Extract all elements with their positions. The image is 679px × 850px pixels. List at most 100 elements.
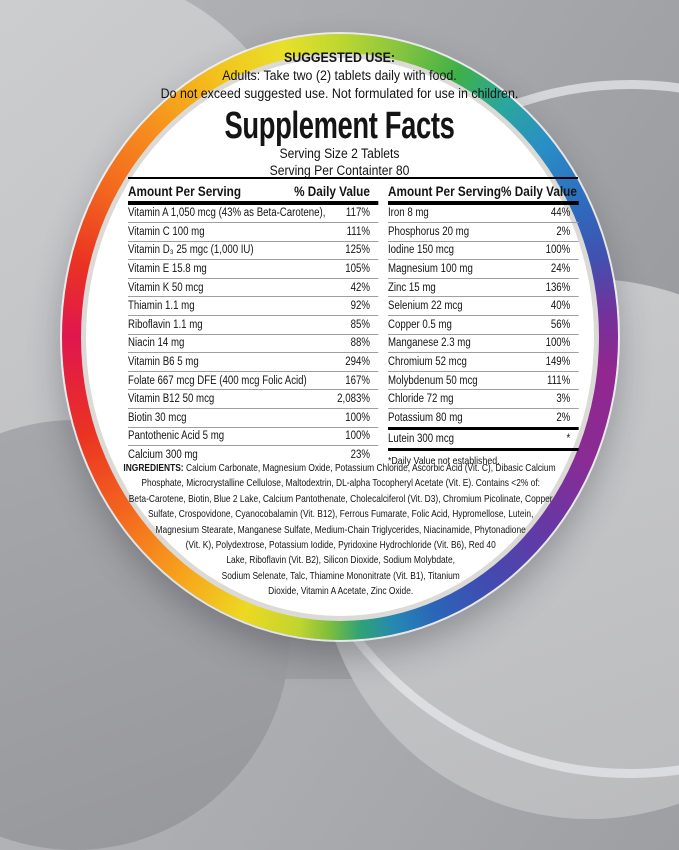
- nutrient-daily-value: 125%: [345, 244, 370, 257]
- nutrient-daily-value: 42%: [350, 281, 370, 294]
- table-row: Zinc 15 mg 136%: [388, 277, 579, 297]
- nutrient-daily-value: 2%: [556, 225, 571, 238]
- nutrient-daily-value: 294%: [345, 356, 370, 369]
- ingredients-text: (Vit. K), Polydextrose, Potassium Iodide…: [185, 539, 496, 552]
- supplement-table-left: Amount Per Serving % Daily Value Vitamin…: [128, 180, 379, 464]
- suggested-use-heading: SUGGESTED USE:: [283, 50, 396, 65]
- table-row: Vitamin K 50 mcg 42%: [128, 277, 379, 297]
- table-header-right: Amount Per Serving % Daily Value: [388, 180, 579, 201]
- table-row: Vitamin D₃ 25 mgc (1,000 IU) 125%: [128, 240, 379, 260]
- nutrient-name: Folate 667 mcg DFE (400 mcg Folic Acid): [128, 374, 307, 387]
- header-rule: [388, 201, 579, 205]
- amount-per-serving-header: Amount Per Serving: [388, 182, 502, 199]
- nutrient-name: Vitamin K 50 mcg: [128, 281, 204, 294]
- daily-value-header: % Daily Value: [294, 182, 370, 199]
- nutrient-daily-value: 111%: [346, 225, 370, 238]
- ingredients-line: Magnesium Stearate, Manganese Sulfate, M…: [68, 523, 611, 538]
- amount-per-serving-header: Amount Per Serving: [128, 182, 242, 199]
- nutrient-name: Iodine 150 mcg: [388, 244, 455, 257]
- ingredients-text: Magnesium Stearate, Manganese Sulfate, M…: [155, 523, 526, 536]
- nutrient-name: Magnesium 100 mg: [388, 263, 473, 276]
- table-row: Chloride 72 mg 3%: [388, 389, 579, 408]
- label-disc: [86, 58, 594, 616]
- ingredients-line: Sodium Selenate, Talc, Thiamine Mononitr…: [68, 569, 611, 584]
- nutrient-daily-value: 40%: [550, 300, 571, 313]
- nutrient-name: Niacin 14 mg: [128, 337, 185, 350]
- table-row: Pantothenic Acid 5 mg 100%: [128, 426, 379, 446]
- nutrient-name: Vitamin E 15.8 mg: [128, 263, 207, 276]
- rainbow-ring: [62, 34, 618, 640]
- table-row: Magnesium 100 mg 24%: [388, 259, 579, 278]
- nutrient-name: Thiamin 1.1 mg: [128, 300, 195, 313]
- nutrient-name: Molybdenum 50 mcg: [388, 374, 478, 387]
- nutrient-daily-value: 100%: [545, 337, 571, 350]
- table-row: Selenium 22 mcg 40%: [388, 296, 579, 315]
- nutrient-daily-value: 56%: [550, 318, 571, 331]
- ingredients-text: Beta-Carotene, Biotin, Blue 2 Lake, Calc…: [128, 492, 553, 505]
- nutrient-daily-value: 44%: [550, 207, 571, 220]
- nutrient-name: Chromium 52 mcg: [388, 356, 467, 369]
- lutein-bottom-rule: [388, 447, 579, 452]
- table-row: Copper 0.5 mg 56%: [388, 315, 579, 334]
- table-row: Molybdenum 50 mcg 111%: [388, 370, 579, 390]
- suggested-use-line1: Adults: Take two (2) tablets daily with …: [222, 68, 457, 83]
- suggested-use-line2: Do not exceed suggested use. Not formula…: [160, 86, 519, 101]
- nutrient-name: Zinc 15 mg: [388, 281, 436, 294]
- nutrient-daily-value: 23%: [350, 449, 370, 462]
- nutrient-daily-value: 100%: [545, 244, 571, 257]
- nutrient-daily-value: 117%: [345, 207, 370, 220]
- nutrient-name: Selenium 22 mcg: [388, 300, 463, 313]
- table-row: Potassium 80 mg 2%: [388, 408, 579, 427]
- ring-inner-rim: [81, 53, 599, 621]
- nutrient-daily-value: 2%: [556, 411, 571, 424]
- nutrient-name: Pantothenic Acid 5 mg: [128, 430, 225, 443]
- ingredients-text: Dioxide, Vitamin A Acetate, Zinc Oxide.: [268, 585, 414, 598]
- nutrient-daily-value: 105%: [345, 263, 370, 276]
- nutrient-name: Vitamin A 1,050 mcg (43% as Beta-Caroten…: [128, 207, 326, 220]
- nutrient-name: Iron 8 mg: [388, 207, 429, 220]
- nutrient-daily-value: 24%: [550, 263, 571, 276]
- table-row: Manganese 2.3 mg 100%: [388, 333, 579, 353]
- nutrient-daily-value: 149%: [545, 356, 571, 369]
- nutrient-name: Vitamin B6 5 mg: [128, 356, 199, 369]
- page-title: Supplement Facts: [224, 105, 455, 147]
- ingredients-block: INGREDIENTS: Calcium Carbonate, Magnesium…: [68, 461, 611, 600]
- table-row: Folate 667 mcg DFE (400 mcg Folic Acid) …: [128, 370, 379, 390]
- nutrient-name: Lutein 300 mcg: [388, 432, 455, 445]
- ingredients-line: Sulfate, Crospovidone, Cyanocobalamin (V…: [68, 507, 611, 522]
- nutrient-daily-value: 2,083%: [337, 393, 370, 406]
- nutrient-rows-left: Vitamin A 1,050 mcg (43% as Beta-Caroten…: [128, 205, 379, 464]
- ingredients-line: Lake, Riboflavin (Vit. B2), Silicon Diox…: [68, 553, 611, 568]
- nutrient-name: Potassium 80 mg: [388, 411, 463, 424]
- nutrient-name: Phosphorus 20 mg: [388, 225, 470, 238]
- daily-value-footnote: *Daily Value not established.: [388, 455, 500, 468]
- serving-size: Serving Size 2 Tablets: [279, 146, 400, 161]
- label-content: SUGGESTED USE: Adults: Take two (2) tabl…: [68, 50, 611, 600]
- nutrient-daily-value: 100%: [345, 430, 370, 443]
- ingredients-text: Sulfate, Crospovidone, Cyanocobalamin (V…: [147, 508, 534, 521]
- lutein-top-rule: [388, 426, 579, 431]
- nutrient-daily-value: 3%: [556, 393, 571, 406]
- ingredients-text: Calcium Carbonate, Magnesium Oxide, Pota…: [186, 462, 556, 474]
- nutrient-name: Riboflavin 1.1 mg: [128, 318, 203, 331]
- table-row: Thiamin 1.1 mg 92%: [128, 296, 379, 315]
- ingredients-line: INGREDIENTS: Calcium Carbonate, Magnesium…: [68, 461, 611, 476]
- ingredients-text: Sodium Selenate, Talc, Thiamine Mononitr…: [221, 569, 460, 582]
- table-row: Riboflavin 1.1 mg 85%: [128, 315, 379, 334]
- nutrient-name: Biotin 30 mcg: [128, 411, 187, 424]
- table-row: Vitamin E 15.8 mg 105%: [128, 259, 379, 278]
- table-row: Niacin 14 mg 88%: [128, 333, 379, 353]
- nutrient-name: Vitamin C 100 mg: [128, 225, 205, 238]
- ingredients-line: Dioxide, Vitamin A Acetate, Zinc Oxide.: [68, 584, 611, 599]
- daily-value-header: % Daily Value: [501, 182, 577, 199]
- table-row: Vitamin C 100 mg 111%: [128, 222, 379, 241]
- nutrient-daily-value: 136%: [545, 281, 571, 294]
- nutrient-daily-value: 100%: [345, 411, 370, 424]
- ingredients-line: Phosphate, Microcrystalline Cellulose, M…: [68, 476, 611, 491]
- table-row: Iron 8 mg 44%: [388, 205, 579, 223]
- ingredients-label: INGREDIENTS:: [123, 462, 184, 474]
- nutrient-name: Copper 0.5 mg: [388, 318, 452, 331]
- table-row: Iodine 150 mcg 100%: [388, 240, 579, 260]
- nutrient-daily-value: 88%: [350, 337, 370, 350]
